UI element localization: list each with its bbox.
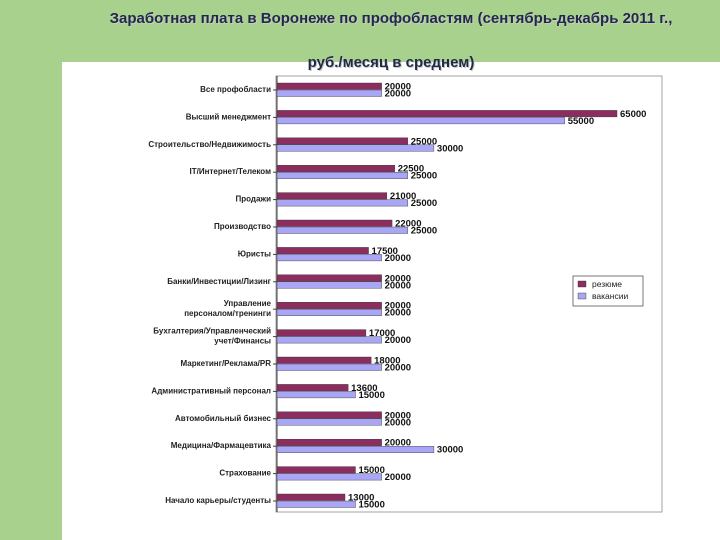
resume-bar	[276, 219, 393, 227]
category-label: Медицина/Фармацевтика	[171, 441, 272, 450]
vacancy-bar	[276, 171, 408, 179]
vacancy-bar	[276, 363, 382, 371]
resume-value-label: 18000	[374, 356, 400, 367]
resume-bar	[276, 302, 382, 309]
vacancy-bar	[276, 117, 565, 125]
vacancy-bar	[276, 254, 382, 262]
resume-bar	[276, 247, 369, 255]
page-title: Заработная плата в Воронеже по профоблас…	[109, 10, 673, 27]
vacancy-value-label: 20000	[385, 308, 411, 319]
vacancy-bar	[276, 473, 382, 481]
category-label: Производство	[214, 222, 271, 231]
category-label: Строительство/Недвижимость	[148, 140, 271, 149]
resume-bar	[276, 493, 346, 501]
vacancy-value-label: 30000	[437, 143, 463, 154]
vacancy-bar	[276, 309, 382, 316]
top-green-band	[0, 0, 720, 62]
resume-bar	[276, 274, 382, 282]
resume-value-label: 13600	[351, 383, 377, 394]
page-subtitle: руб./месяц в среднем)	[307, 54, 475, 71]
category-label: Административный персонал	[151, 386, 271, 395]
category-label: Управление персоналом/тренинги	[184, 299, 271, 318]
resume-value-label: 17000	[369, 328, 395, 339]
vacancy-value-label: 25000	[411, 171, 437, 182]
vacancy-bar	[276, 89, 382, 97]
vacancy-bar	[276, 281, 382, 289]
vacancy-bar	[276, 144, 435, 152]
resume-bar	[276, 110, 618, 118]
resume-bar	[276, 384, 349, 392]
vacancy-value-label: 25000	[411, 198, 437, 209]
legend-box	[572, 275, 644, 307]
category-label: Страхование	[219, 469, 271, 478]
category-label: Юристы	[238, 249, 271, 258]
vacancy-value-label: 20000	[385, 280, 411, 291]
resume-value-label: 22500	[398, 164, 424, 175]
resume-bar	[276, 192, 388, 200]
resume-value-label: 20000	[385, 438, 411, 449]
category-label: IT/Интернет/Телеком	[190, 167, 272, 176]
resume-bar	[276, 356, 372, 364]
category-label: Банки/Инвестиции/Лизинг	[167, 277, 271, 286]
resume-value-label: 15000	[358, 465, 384, 476]
vacancy-value-label: 20000	[385, 363, 411, 374]
category-label: Автомобильный бизнес	[175, 414, 272, 423]
vacancy-value-label: 55000	[568, 116, 594, 127]
plot-frame	[275, 75, 663, 513]
vacancy-bar	[276, 446, 435, 453]
legend-label-vacancy: вакансии	[592, 291, 628, 301]
resume-bar	[276, 439, 382, 446]
vacancy-value-label: 25000	[411, 226, 437, 237]
vacancy-value-label: 20000	[385, 417, 411, 428]
category-label: Все профобласти	[200, 85, 271, 94]
resume-value-label: 22000	[395, 219, 421, 230]
vacancy-bar	[276, 199, 408, 207]
vacancy-bar	[276, 336, 382, 344]
resume-value-label: 20000	[385, 410, 411, 421]
resume-value-label: 20000	[385, 273, 411, 284]
vacancy-bar	[276, 226, 408, 234]
category-label: Высший менеджмент	[186, 112, 271, 121]
resume-bar	[276, 164, 395, 172]
vacancy-value-label: 20000	[385, 89, 411, 100]
resume-bar	[276, 82, 382, 90]
resume-value-label: 20000	[385, 82, 411, 93]
resume-bar	[276, 137, 408, 145]
vacancy-value-label: 15000	[358, 390, 384, 401]
resume-bar	[276, 411, 382, 419]
category-label: Маркетинг/Реклама/PR	[181, 359, 272, 368]
legend-label-resume: резюме	[592, 279, 622, 289]
vacancy-bar	[276, 418, 382, 426]
vacancy-value-label: 30000	[437, 445, 463, 456]
legend-swatch-vacancy	[577, 292, 587, 300]
vacancy-value-label: 20000	[385, 335, 411, 346]
resume-bar	[276, 466, 356, 474]
vacancy-bar	[276, 500, 356, 508]
resume-bar	[276, 329, 367, 337]
category-label: Начало карьеры/студенты	[165, 496, 271, 505]
resume-value-label: 25000	[411, 136, 437, 147]
vacancy-value-label: 20000	[385, 253, 411, 264]
category-label: Продажи	[235, 195, 271, 204]
resume-value-label: 13000	[348, 493, 374, 504]
resume-value-label: 20000	[385, 301, 411, 312]
resume-value-label: 17500	[372, 246, 398, 257]
vacancy-value-label: 15000	[358, 500, 384, 511]
category-label: Бухгалтерия/Управленческий учет/Финансы	[153, 327, 271, 346]
left-green-band	[0, 0, 62, 540]
vacancy-bar	[276, 391, 356, 399]
resume-value-label: 21000	[390, 191, 416, 202]
legend-swatch-resume	[577, 280, 587, 288]
resume-value-label: 65000	[620, 109, 646, 120]
vacancy-value-label: 20000	[385, 472, 411, 483]
